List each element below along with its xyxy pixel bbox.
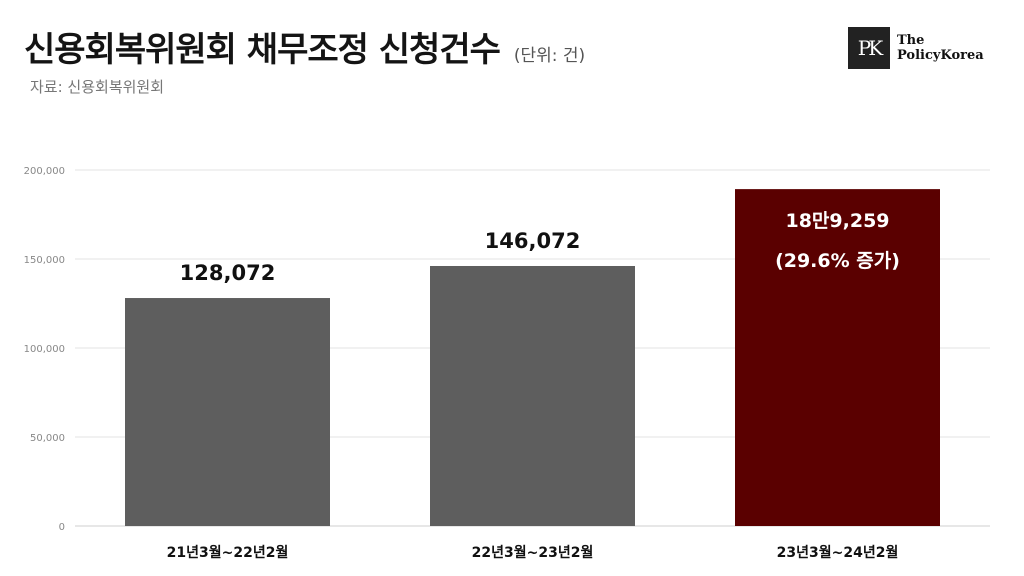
- y-tick-label: 100,000: [24, 344, 65, 355]
- data-label: 128,072: [180, 261, 276, 285]
- logo-mark: PK: [848, 27, 890, 69]
- x-category-label: 22년3월~23년2월: [472, 544, 594, 561]
- data-label: 146,072: [485, 229, 581, 253]
- bar: [735, 189, 940, 527]
- y-tick-label: 200,000: [24, 166, 65, 177]
- y-tick-label: 150,000: [24, 255, 65, 266]
- y-tick-label: 0: [59, 522, 65, 533]
- unit-label: (단위: 건): [513, 46, 586, 66]
- data-label: (29.6% 증가): [775, 250, 900, 272]
- y-tick-label: 50,000: [30, 433, 65, 444]
- data-label: 18만9,259: [785, 210, 889, 232]
- chart-title: 신용회복위원회 채무조정 신청건수: [24, 30, 501, 70]
- bar: [430, 265, 635, 526]
- logo-line-1: The: [897, 33, 925, 48]
- x-category-label: 21년3월~22년2월: [167, 544, 289, 561]
- logo: PK The PolicyKorea: [848, 27, 984, 69]
- source-label: 자료: 신용회복위원회: [30, 78, 165, 96]
- logo-text: The PolicyKorea: [897, 33, 984, 63]
- title-row: 신용회복위원회 채무조정 신청건수 (단위: 건): [24, 22, 585, 71]
- bar: [125, 298, 330, 526]
- logo-line-2: PolicyKorea: [897, 48, 984, 63]
- x-category-label: 23년3월~24년2월: [777, 544, 899, 561]
